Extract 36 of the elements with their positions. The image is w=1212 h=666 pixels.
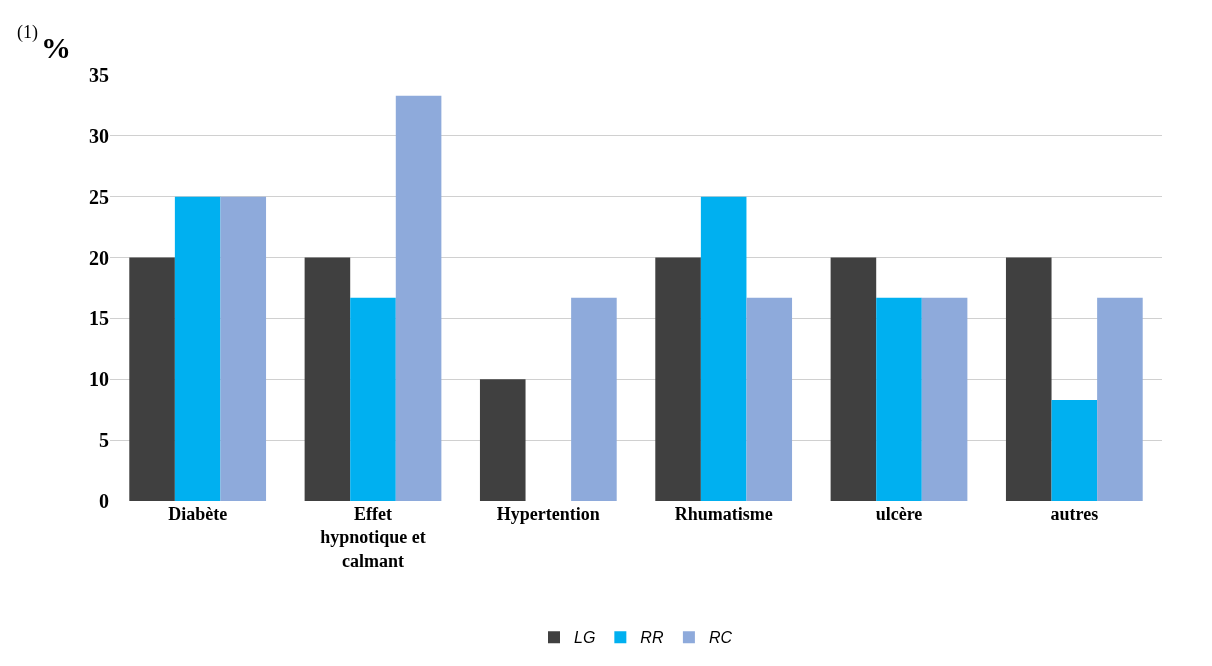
x-tick-label: Diabète [168, 504, 228, 524]
y-tick-label: 10 [89, 368, 109, 391]
bar [921, 297, 968, 501]
y-tick-label: 20 [89, 246, 109, 269]
x-tick-label: autres [1050, 504, 1099, 524]
y-tick-label: 35 [89, 64, 109, 86]
y-axis-title: % [41, 31, 71, 64]
text: (1) [17, 22, 38, 43]
bar [830, 257, 877, 501]
x-tick-label: Hypertention [496, 504, 600, 524]
y-tick-label: 15 [89, 307, 109, 330]
x-tick-label: Effet hypnotique et calmant [320, 504, 426, 571]
bar [220, 196, 267, 501]
bar [876, 297, 922, 501]
legend-label: LG [574, 629, 596, 647]
bar [700, 196, 747, 501]
bar [1097, 297, 1143, 501]
legend-label: RR [640, 629, 664, 647]
x-tick-label: ulcère [875, 504, 923, 524]
bar [1051, 399, 1098, 501]
bar [350, 297, 396, 501]
legend-label: RC [708, 629, 733, 647]
bar [655, 257, 701, 501]
bar [746, 297, 793, 501]
x-tick-label: Rhumatisme [674, 504, 773, 524]
bar [1005, 257, 1052, 501]
bar [479, 379, 526, 501]
bar [395, 95, 442, 501]
y-tick-label: 0 [99, 490, 109, 512]
bar [129, 257, 175, 501]
bar [571, 297, 617, 501]
y-tick-label: 5 [99, 429, 109, 452]
bar [304, 257, 351, 501]
bar [174, 196, 221, 501]
y-tick-label: 30 [89, 124, 109, 147]
y-tick-label: 25 [89, 185, 109, 208]
